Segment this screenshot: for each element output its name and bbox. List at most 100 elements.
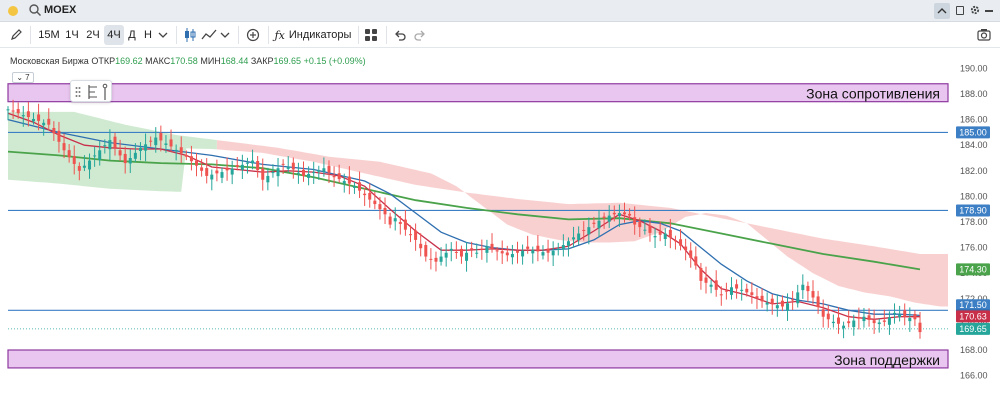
candle-body: [831, 321, 835, 324]
candle-body: [398, 222, 402, 224]
candle-body: [760, 295, 764, 302]
price-axis-badge: [956, 310, 990, 323]
candle-body: [317, 170, 321, 172]
timeframe-15m[interactable]: 15М: [36, 25, 62, 45]
indicators-button[interactable]: ƒx Индикаторы: [274, 25, 352, 45]
toolbar-divider: [358, 26, 359, 44]
undo-icon[interactable]: [394, 29, 406, 41]
add-compare-icon[interactable]: [246, 28, 260, 42]
candle-body: [296, 172, 300, 174]
candle-body: [337, 173, 341, 180]
candle-body: [704, 277, 708, 283]
timeframe-label: 4Ч: [107, 29, 121, 41]
candle-body: [322, 168, 326, 172]
timeframe-2h[interactable]: 2Ч: [82, 25, 104, 45]
candle-body: [887, 317, 891, 325]
candle-body: [628, 213, 632, 216]
chevron-down-icon[interactable]: [220, 31, 230, 39]
candle-body: [847, 321, 851, 324]
candle-body: [347, 176, 351, 184]
candle-body: [546, 248, 550, 253]
candle-body: [653, 236, 657, 238]
candle-body: [592, 222, 596, 224]
candle-body: [816, 296, 820, 308]
timeframe-d[interactable]: Д: [124, 25, 140, 45]
candle-body: [342, 181, 346, 184]
camera-icon[interactable]: [977, 28, 991, 41]
candles-icon[interactable]: [183, 27, 197, 43]
candle-body: [409, 234, 413, 236]
candle-body: [52, 127, 56, 134]
drag-handle-icon[interactable]: [75, 86, 81, 98]
layout-grid-icon[interactable]: [365, 29, 377, 41]
candle-body: [113, 136, 117, 148]
settings-icon[interactable]: [969, 4, 981, 16]
candle-body: [867, 315, 871, 320]
candle-body: [240, 164, 244, 170]
candle-body: [57, 130, 61, 142]
chart-toolbar: 15М 1Ч 2Ч 4Ч Д Н ƒx Индикаторы: [0, 22, 1000, 48]
candle-body: [327, 165, 331, 173]
price-axis-badge-label: 174.30: [959, 264, 987, 274]
minimize-icon[interactable]: [985, 10, 993, 12]
fib-retracement-icon[interactable]: [88, 84, 98, 100]
candle-body: [108, 140, 112, 150]
candle-body: [6, 109, 10, 111]
candle-body: [775, 305, 779, 309]
y-tick-label: 176.00: [960, 243, 988, 253]
candle-body: [31, 118, 35, 122]
candle-body: [378, 204, 382, 210]
candle-body: [67, 150, 71, 158]
candle-body: [358, 182, 362, 191]
line-chart-icon[interactable]: [201, 29, 217, 41]
price-axis-badge: [956, 299, 990, 312]
candle-body: [836, 317, 840, 324]
candle-body: [98, 150, 102, 160]
candle-body: [882, 320, 886, 322]
indicator-count: 7: [25, 73, 30, 82]
fx-icon: ƒx: [274, 28, 285, 42]
candle-body: [149, 140, 153, 142]
candle-body: [475, 252, 479, 254]
candle-body: [470, 248, 474, 250]
candle-body: [195, 160, 199, 166]
timeframe-4h[interactable]: 4Ч: [104, 25, 124, 45]
candle-body: [11, 110, 15, 112]
open-value: 169.62: [115, 56, 143, 66]
search-icon[interactable]: [28, 3, 42, 17]
candle-body: [755, 296, 759, 299]
candle-body: [556, 248, 560, 250]
price-axis-badge: [956, 126, 990, 139]
candle-body: [230, 168, 234, 175]
y-tick-label: 180.00: [960, 191, 988, 201]
price-axis-badge: [956, 204, 990, 217]
timeframe-1h[interactable]: 1Ч: [62, 25, 82, 45]
timeframe-label: Д: [128, 29, 136, 41]
candle-body: [750, 292, 754, 295]
symbol-search-input[interactable]: MOEX: [44, 4, 77, 16]
candle-body: [47, 118, 51, 125]
toolbar-divider: [268, 26, 269, 44]
candle-body: [138, 147, 142, 151]
candle-body: [286, 166, 290, 169]
price-chart[interactable]: 190.00 188.00 186.00 184.00 182.00 180.00 178.…: [0, 48, 1000, 400]
candle-body: [235, 165, 239, 167]
open-label: ОТКР: [91, 56, 116, 66]
candle-body: [174, 149, 178, 151]
redo-icon[interactable]: [414, 29, 426, 41]
candle-body: [740, 289, 744, 291]
candle-body: [872, 320, 876, 324]
candle-body: [490, 243, 494, 249]
candle-body: [424, 245, 428, 257]
indicators-label: Индикаторы: [288, 29, 352, 41]
chevron-up-icon[interactable]: [934, 3, 950, 19]
timeframe-w[interactable]: Н: [140, 25, 156, 45]
indicators-collapse-button[interactable]: ⌄ 7: [12, 72, 34, 83]
high-value: 170.58: [170, 56, 198, 66]
vertical-line-icon[interactable]: [102, 83, 108, 101]
candle-body: [383, 207, 387, 215]
candle-body: [719, 294, 723, 296]
maximize-icon[interactable]: [956, 6, 964, 15]
chevron-down-icon[interactable]: [158, 31, 168, 39]
pencil-icon[interactable]: [10, 28, 23, 41]
